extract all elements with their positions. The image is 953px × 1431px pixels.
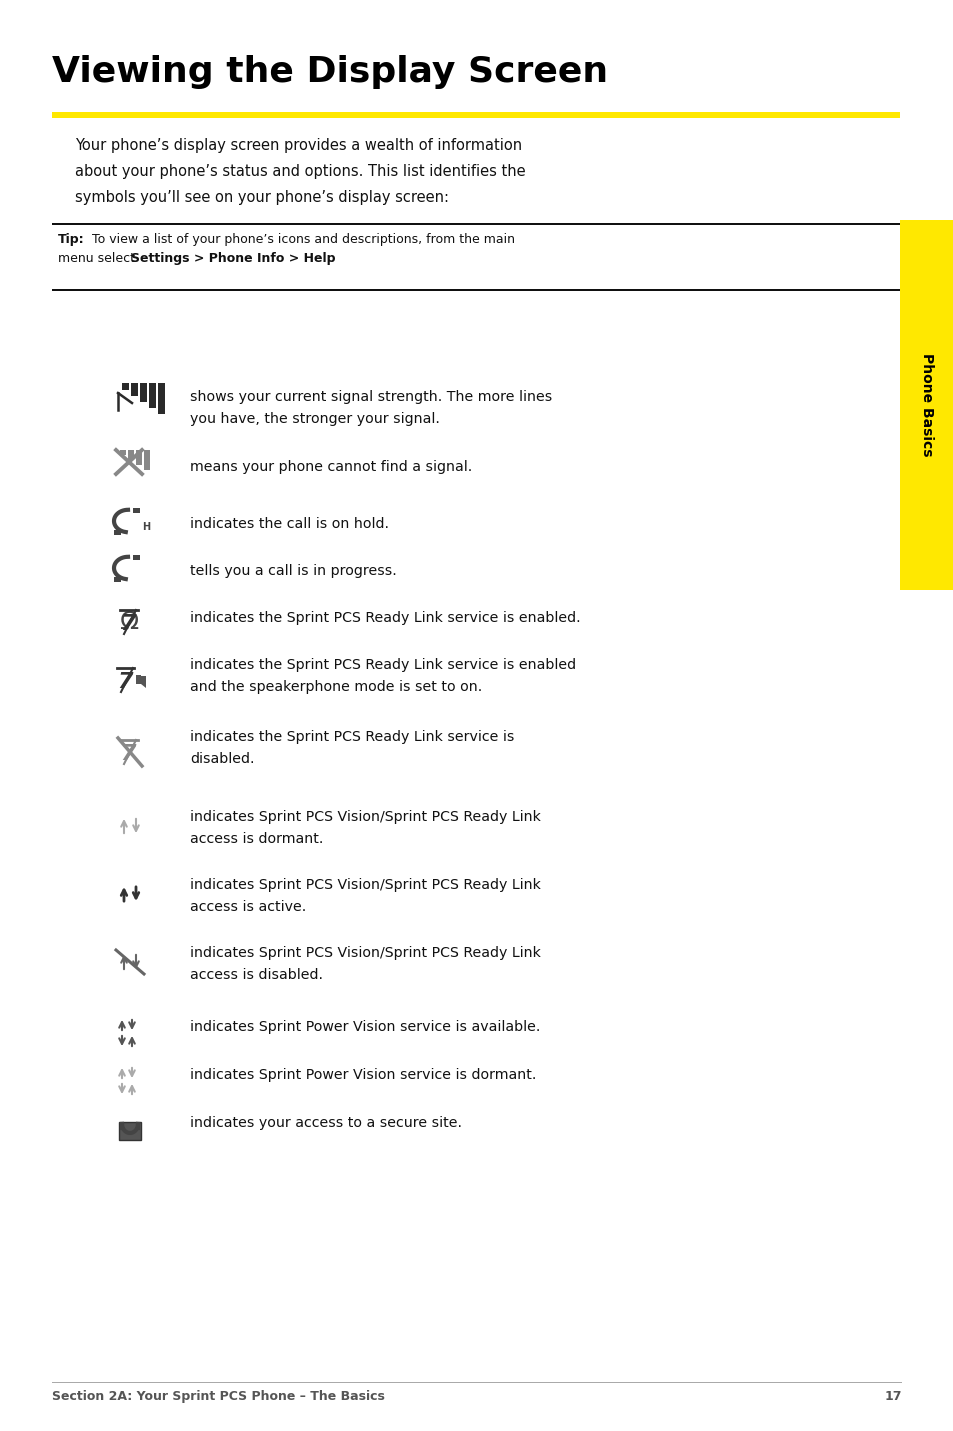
Bar: [132, 555, 140, 560]
Text: 7: 7: [117, 673, 132, 693]
Bar: [52, 223, 899, 225]
Text: disabled.: disabled.: [190, 753, 254, 766]
Bar: [136, 675, 141, 684]
Text: Tip:: Tip:: [58, 233, 85, 246]
Text: 7: 7: [120, 744, 135, 764]
Text: means your phone cannot find a signal.: means your phone cannot find a signal.: [190, 459, 472, 474]
Bar: [122, 384, 129, 391]
Text: Ω: Ω: [120, 610, 139, 634]
Bar: [140, 384, 147, 402]
Text: 17: 17: [883, 1390, 901, 1402]
Text: .: .: [328, 252, 332, 265]
Bar: [149, 384, 156, 408]
Text: To view a list of your phone’s icons and descriptions, from the main: To view a list of your phone’s icons and…: [88, 233, 515, 246]
Text: tells you a call is in progress.: tells you a call is in progress.: [190, 564, 396, 578]
Bar: [144, 449, 150, 469]
Bar: [113, 529, 121, 535]
Text: H: H: [142, 522, 150, 532]
Bar: [52, 1381, 901, 1382]
Text: Viewing the Display Screen: Viewing the Display Screen: [52, 54, 607, 89]
Text: indicates Sprint Power Vision service is available.: indicates Sprint Power Vision service is…: [190, 1020, 539, 1035]
Text: access is disabled.: access is disabled.: [190, 967, 323, 982]
Text: indicates Sprint PCS Vision/Sprint PCS Ready Link: indicates Sprint PCS Vision/Sprint PCS R…: [190, 946, 540, 960]
Text: you have, the stronger your signal.: you have, the stronger your signal.: [190, 412, 439, 426]
Text: menu select: menu select: [58, 252, 139, 265]
Text: access is active.: access is active.: [190, 900, 306, 914]
Text: Section 2A: Your Sprint PCS Phone – The Basics: Section 2A: Your Sprint PCS Phone – The …: [52, 1390, 384, 1402]
Bar: [136, 449, 142, 465]
Text: symbols you’ll see on your phone’s display screen:: symbols you’ll see on your phone’s displ…: [75, 190, 449, 205]
Text: indicates your access to a secure site.: indicates your access to a secure site.: [190, 1116, 461, 1130]
Bar: [131, 384, 138, 396]
Bar: [52, 112, 899, 117]
Bar: [158, 384, 165, 414]
Bar: [113, 577, 121, 582]
Text: shows your current signal strength. The more lines: shows your current signal strength. The …: [190, 391, 552, 404]
Polygon shape: [141, 675, 146, 688]
Text: about your phone’s status and options. This list identifies the: about your phone’s status and options. T…: [75, 165, 525, 179]
Text: indicates the Sprint PCS Ready Link service is enabled.: indicates the Sprint PCS Ready Link serv…: [190, 611, 580, 625]
Bar: [52, 289, 899, 290]
Text: access is dormant.: access is dormant.: [190, 831, 323, 846]
Text: indicates Sprint Power Vision service is dormant.: indicates Sprint Power Vision service is…: [190, 1068, 536, 1082]
Text: Settings > Phone Info > Help: Settings > Phone Info > Help: [131, 252, 335, 265]
Text: Phone Basics: Phone Basics: [919, 353, 933, 456]
Text: 7: 7: [120, 614, 135, 634]
Bar: [132, 508, 140, 512]
Bar: [899, 220, 953, 590]
Bar: [119, 1122, 141, 1141]
Text: indicates the Sprint PCS Ready Link service is enabled: indicates the Sprint PCS Ready Link serv…: [190, 658, 576, 673]
Text: indicates Sprint PCS Vision/Sprint PCS Ready Link: indicates Sprint PCS Vision/Sprint PCS R…: [190, 879, 540, 892]
Text: Your phone’s display screen provides a wealth of information: Your phone’s display screen provides a w…: [75, 137, 521, 153]
Text: indicates the Sprint PCS Ready Link service is: indicates the Sprint PCS Ready Link serv…: [190, 730, 514, 744]
Text: indicates Sprint PCS Vision/Sprint PCS Ready Link: indicates Sprint PCS Vision/Sprint PCS R…: [190, 810, 540, 824]
Bar: [128, 449, 133, 459]
Bar: [120, 449, 126, 455]
Text: and the speakerphone mode is set to on.: and the speakerphone mode is set to on.: [190, 680, 482, 694]
Text: indicates the call is on hold.: indicates the call is on hold.: [190, 517, 389, 531]
